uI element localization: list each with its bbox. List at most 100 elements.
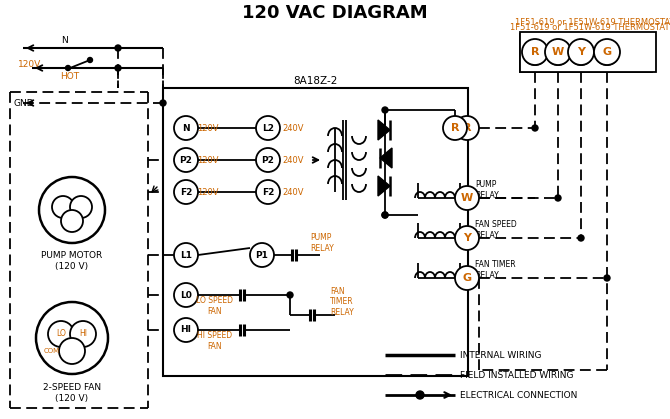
Text: P2: P2 [261, 155, 275, 165]
Circle shape [256, 116, 280, 140]
Text: 120V: 120V [18, 59, 42, 68]
Circle shape [594, 39, 620, 65]
Text: FIELD INSTALLED WIRING: FIELD INSTALLED WIRING [460, 370, 574, 380]
Polygon shape [378, 120, 390, 140]
Circle shape [545, 39, 571, 65]
Text: 120V: 120V [197, 155, 218, 165]
Text: PUMP
RELAY: PUMP RELAY [475, 180, 498, 200]
Text: HI: HI [79, 329, 87, 339]
Circle shape [70, 196, 92, 218]
Circle shape [115, 45, 121, 51]
Text: W: W [552, 47, 564, 57]
Text: LO SPEED
FAN: LO SPEED FAN [196, 296, 234, 316]
Circle shape [88, 57, 92, 62]
Text: R: R [531, 48, 539, 58]
Circle shape [48, 321, 74, 347]
Circle shape [568, 39, 594, 65]
Circle shape [70, 321, 96, 347]
Text: P2: P2 [180, 155, 192, 165]
Circle shape [174, 148, 198, 172]
Text: 1F51-619 or 1F51W-619 THERMOSTAT: 1F51-619 or 1F51W-619 THERMOSTAT [511, 23, 670, 31]
Text: ELECTRICAL CONNECTION: ELECTRICAL CONNECTION [460, 391, 578, 399]
Text: N: N [62, 36, 68, 44]
Circle shape [569, 41, 593, 65]
Circle shape [443, 116, 467, 140]
Text: 240V: 240V [282, 124, 304, 132]
Text: 240V: 240V [282, 187, 304, 197]
Text: 1F51-619 or 1F51W-619 THERMOSTAT: 1F51-619 or 1F51W-619 THERMOSTAT [515, 18, 670, 26]
Circle shape [66, 65, 70, 70]
Bar [520, 34, 652, 72]
Polygon shape [378, 176, 390, 196]
Text: FAN SPEED
RELAY: FAN SPEED RELAY [475, 220, 517, 240]
Text: 8A18Z-2: 8A18Z-2 [293, 76, 338, 86]
Text: F2: F2 [262, 187, 274, 197]
Bar [520, 32, 656, 72]
Text: L1: L1 [180, 251, 192, 259]
Text: HOT: HOT [60, 72, 80, 80]
Circle shape [604, 275, 610, 281]
Text: Y: Y [577, 47, 585, 57]
Text: G: G [602, 47, 612, 57]
Circle shape [160, 100, 166, 106]
Text: Y: Y [577, 48, 585, 58]
Text: HI SPEED
FAN: HI SPEED FAN [198, 331, 232, 351]
Text: G: G [462, 273, 472, 283]
Circle shape [287, 292, 293, 298]
Circle shape [455, 266, 479, 290]
Circle shape [174, 318, 198, 342]
Circle shape [455, 116, 479, 140]
Text: Y: Y [463, 233, 471, 243]
Text: G: G [602, 48, 612, 58]
Circle shape [61, 210, 83, 232]
Text: R: R [451, 123, 459, 133]
Text: FAN
TIMER
RELAY: FAN TIMER RELAY [330, 287, 354, 317]
Circle shape [39, 177, 105, 243]
Circle shape [555, 195, 561, 201]
Text: GND: GND [14, 98, 35, 108]
Text: FAN TIMER
RELAY: FAN TIMER RELAY [475, 260, 516, 280]
Text: COM: COM [44, 348, 60, 354]
Text: L2: L2 [262, 124, 274, 132]
Circle shape [523, 41, 547, 65]
Circle shape [455, 186, 479, 210]
Text: INTERNAL WIRING: INTERNAL WIRING [460, 351, 541, 360]
Text: HI: HI [180, 326, 192, 334]
Text: 120V: 120V [197, 124, 218, 132]
Text: 240V: 240V [282, 155, 304, 165]
Text: R: R [463, 123, 471, 133]
Circle shape [36, 302, 108, 374]
Text: PUMP
RELAY: PUMP RELAY [310, 233, 334, 253]
Circle shape [256, 148, 280, 172]
Circle shape [115, 65, 121, 71]
Circle shape [382, 212, 388, 218]
Circle shape [578, 235, 584, 241]
Text: F2: F2 [180, 187, 192, 197]
Circle shape [532, 125, 538, 131]
Circle shape [256, 180, 280, 204]
Circle shape [250, 243, 274, 267]
Text: 120V: 120V [197, 187, 218, 197]
Circle shape [382, 107, 388, 113]
Circle shape [174, 243, 198, 267]
Text: R: R [531, 47, 539, 57]
Circle shape [455, 226, 479, 250]
Polygon shape [380, 148, 392, 168]
Text: N: N [182, 124, 190, 132]
Circle shape [174, 180, 198, 204]
Text: LO: LO [56, 329, 66, 339]
Text: 2-SPEED FAN
(120 V): 2-SPEED FAN (120 V) [43, 383, 101, 403]
Text: L0: L0 [180, 290, 192, 300]
Circle shape [52, 196, 74, 218]
Circle shape [382, 212, 388, 218]
Circle shape [174, 283, 198, 307]
Text: PUMP MOTOR
(120 V): PUMP MOTOR (120 V) [42, 251, 103, 271]
Circle shape [174, 116, 198, 140]
Circle shape [595, 41, 619, 65]
Circle shape [416, 391, 424, 399]
Circle shape [522, 39, 548, 65]
Circle shape [59, 338, 85, 364]
Circle shape [546, 41, 570, 65]
Text: P1: P1 [255, 251, 269, 259]
Text: W: W [552, 48, 564, 58]
